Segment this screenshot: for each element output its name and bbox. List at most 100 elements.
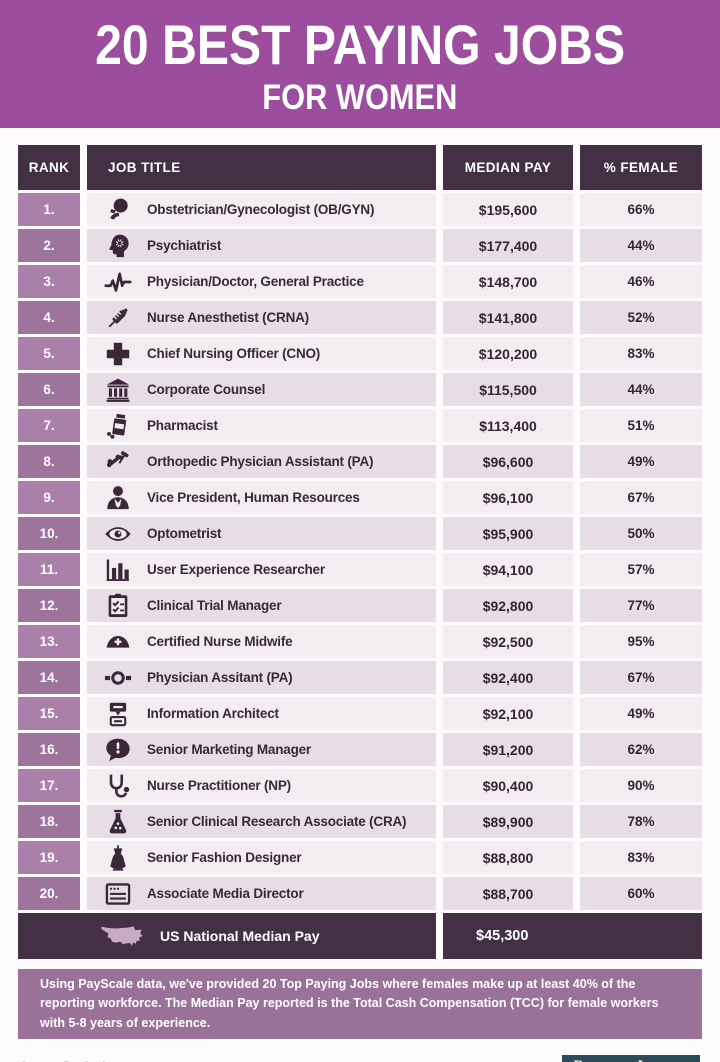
fetus-icon [100, 195, 136, 225]
median-pay-cell: $115,500 [443, 373, 573, 406]
eye-icon [100, 519, 136, 549]
table-row: 1. Obstetrician/Gynecologist (OB/GYN) $1… [18, 193, 702, 226]
job-title-label: Nurse Practitioner (NP) [147, 778, 291, 793]
head-mirror-icon [100, 663, 136, 693]
job-title-cell: Psychiatrist [87, 229, 436, 262]
rank-cell: 9. [18, 481, 80, 514]
rank-cell: 20. [18, 877, 80, 910]
medical-cross-icon [100, 339, 136, 369]
table-row: 4. Nurse Anesthetist (CRNA) $141,800 52% [18, 301, 702, 334]
speech-bubble-icon [100, 735, 136, 765]
median-pay-cell: $95,900 [443, 517, 573, 550]
column-header-female: % FEMALE [580, 145, 702, 190]
job-title-label: Clinical Trial Manager [147, 598, 282, 613]
female-pct-cell: 90% [580, 769, 702, 802]
job-title-label: Nurse Anesthetist (CRNA) [147, 310, 309, 325]
job-title-label: Corporate Counsel [147, 382, 266, 397]
female-pct-cell: 77% [580, 589, 702, 622]
page-subtitle: FOR WOMEN [262, 78, 458, 117]
table-row: 9. Vice President, Human Resources $96,1… [18, 481, 702, 514]
median-pay-cell: $94,100 [443, 553, 573, 586]
table-row: 5. Chief Nursing Officer (CNO) $120,200 … [18, 337, 702, 370]
table-row: 2. Psychiatrist $177,400 44% [18, 229, 702, 262]
column-header-rank: RANK [18, 145, 80, 190]
table-row: 6. Corporate Counsel $115,500 44% [18, 373, 702, 406]
rank-cell: 6. [18, 373, 80, 406]
rank-cell: 16. [18, 733, 80, 766]
job-title-cell: Chief Nursing Officer (CNO) [87, 337, 436, 370]
job-title-label: Psychiatrist [147, 238, 222, 253]
female-pct-cell: 83% [580, 841, 702, 874]
rank-cell: 14. [18, 661, 80, 694]
median-pay-cell: $141,800 [443, 301, 573, 334]
female-pct-cell: 49% [580, 445, 702, 478]
psychiatrist-head-gear-icon [100, 231, 136, 261]
job-title-cell: Certified Nurse Midwife [87, 625, 436, 658]
rank-cell: 10. [18, 517, 80, 550]
female-pct-cell: 52% [580, 301, 702, 334]
median-pay-cell: $120,200 [443, 337, 573, 370]
rank-cell: 13. [18, 625, 80, 658]
column-header-job-title: JOB TITLE [87, 145, 436, 190]
job-title-cell: Senior Clinical Research Associate (CRA) [87, 805, 436, 838]
rank-cell: 11. [18, 553, 80, 586]
browser-window-icon [100, 879, 136, 909]
rank-cell: 17. [18, 769, 80, 802]
methodology-note: Using PayScale data, we've provided 20 T… [18, 969, 702, 1040]
job-title-cell: Obstetrician/Gynecologist (OB/GYN) [87, 193, 436, 226]
median-pay-cell: $195,600 [443, 193, 573, 226]
female-pct-cell: 46% [580, 265, 702, 298]
median-pay-cell: $89,900 [443, 805, 573, 838]
table-row: 20. Associate Media Director $88,700 60% [18, 877, 702, 910]
syringe-icon [100, 303, 136, 333]
national-median-pay: $45,300 [443, 913, 702, 959]
job-title-cell: Orthopedic Physician Assistant (PA) [87, 445, 436, 478]
female-pct-cell: 62% [580, 733, 702, 766]
table-row: 7. Pharmacist $113,400 51% [18, 409, 702, 442]
job-title-cell: Clinical Trial Manager [87, 589, 436, 622]
job-title-label: Obstetrician/Gynecologist (OB/GYN) [147, 202, 375, 217]
job-title-cell: Physician/Doctor, General Practice [87, 265, 436, 298]
median-pay-cell: $88,700 [443, 877, 573, 910]
job-title-label: Certified Nurse Midwife [147, 634, 293, 649]
rank-cell: 2. [18, 229, 80, 262]
table-row: 16. Senior Marketing Manager $91,200 62% [18, 733, 702, 766]
table-body: 1. Obstetrician/Gynecologist (OB/GYN) $1… [18, 193, 702, 910]
table-row: 13. Certified Nurse Midwife $92,500 95% [18, 625, 702, 658]
dress-icon [100, 843, 136, 873]
job-title-cell: User Experience Researcher [87, 553, 436, 586]
job-title-label: Orthopedic Physician Assistant (PA) [147, 454, 374, 469]
table-row: 19. Senior Fashion Designer $88,800 83% [18, 841, 702, 874]
pill-bottle-icon [100, 411, 136, 441]
rank-cell: 3. [18, 265, 80, 298]
job-title-cell: Nurse Practitioner (NP) [87, 769, 436, 802]
female-pct-cell: 60% [580, 877, 702, 910]
bar-chart-icon [100, 555, 136, 585]
business-insider-logo: Business Insider [561, 1055, 700, 1062]
usa-map-icon [100, 921, 146, 951]
nurse-cap-icon [100, 627, 136, 657]
page-title: 20 BEST PAYING JOBS [95, 13, 625, 76]
job-title-cell: Nurse Anesthetist (CRNA) [87, 301, 436, 334]
table-row: 14. Physician Assitant (PA) $92,400 67% [18, 661, 702, 694]
rank-cell: 7. [18, 409, 80, 442]
job-title-label: Associate Media Director [147, 886, 304, 901]
median-pay-cell: $90,400 [443, 769, 573, 802]
job-title-label: User Experience Researcher [147, 562, 325, 577]
rank-cell: 8. [18, 445, 80, 478]
job-title-cell: Senior Marketing Manager [87, 733, 436, 766]
female-pct-cell: 66% [580, 193, 702, 226]
median-pay-cell: $96,600 [443, 445, 573, 478]
national-median-label: US National Median Pay [160, 928, 320, 944]
credits-bar: Source: PayScale Business Insider [18, 1055, 702, 1062]
median-pay-cell: $92,100 [443, 697, 573, 730]
table-row: 15. Information Architect $92,100 49% [18, 697, 702, 730]
female-pct-cell: 67% [580, 661, 702, 694]
job-title-cell: Information Architect [87, 697, 436, 730]
job-title-cell: Senior Fashion Designer [87, 841, 436, 874]
rank-cell: 1. [18, 193, 80, 226]
female-pct-cell: 83% [580, 337, 702, 370]
job-title-label: Pharmacist [147, 418, 218, 433]
median-pay-cell: $148,700 [443, 265, 573, 298]
